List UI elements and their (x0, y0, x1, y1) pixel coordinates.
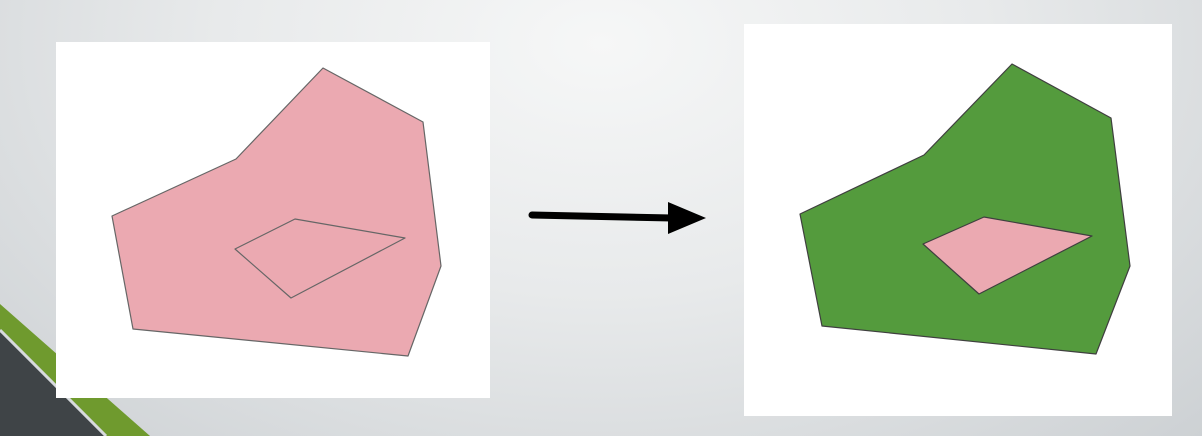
transform-arrow (522, 196, 706, 242)
before-panel (56, 42, 490, 398)
arrow-head (668, 202, 706, 234)
inner-polygon-hole (922, 216, 1093, 295)
after-panel (744, 24, 1172, 416)
inner-polygon-outline (234, 218, 406, 299)
after-polygon-diagram (799, 63, 1131, 355)
corner-highlight-line (0, 328, 108, 436)
before-polygon-diagram (111, 67, 442, 357)
arrow-shaft (528, 211, 676, 222)
right-arrow-icon (528, 202, 706, 234)
outer-polygon-after (799, 63, 1131, 355)
outer-polygon-before (111, 67, 442, 357)
